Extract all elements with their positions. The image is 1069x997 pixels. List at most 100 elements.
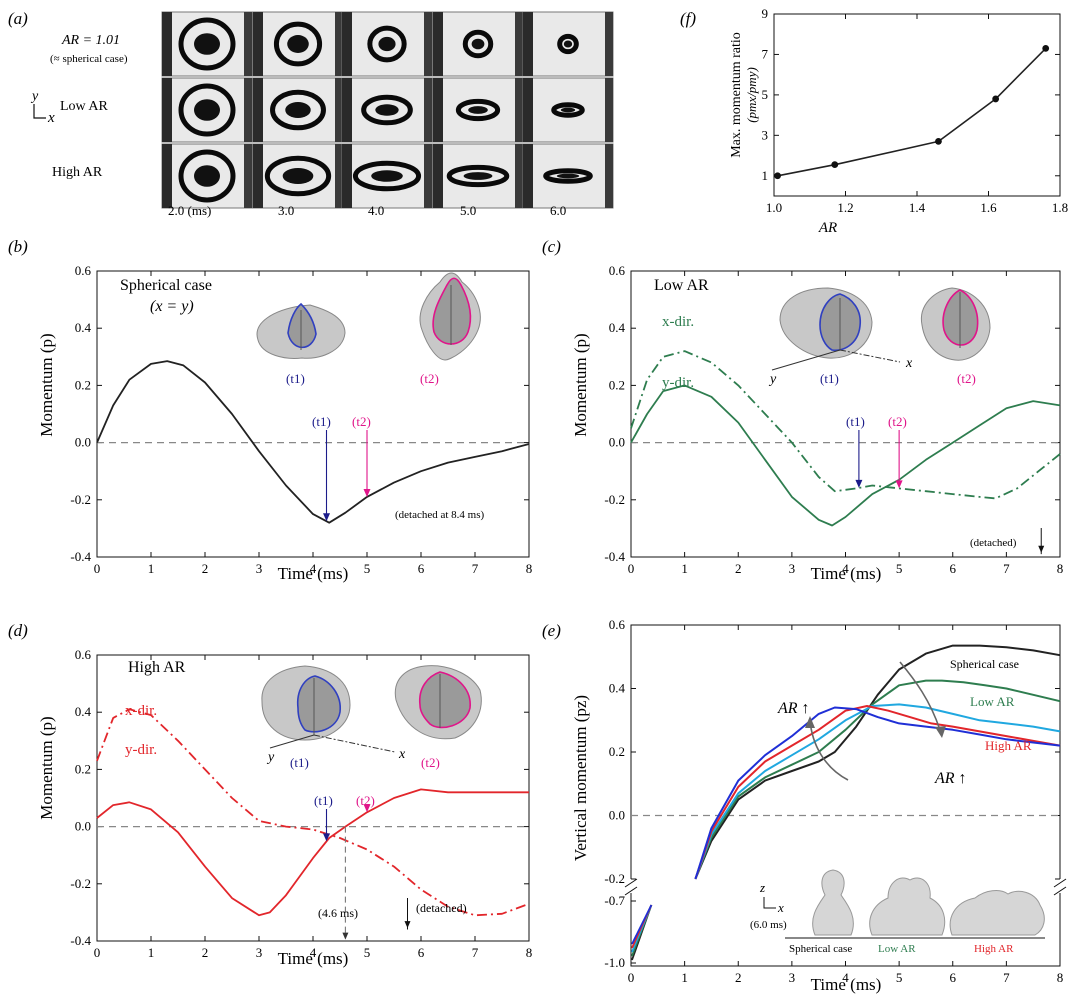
frame-right-shadow <box>335 12 343 76</box>
time-label-2: 3.0 <box>278 203 294 218</box>
time-marker-arrowhead <box>323 833 330 842</box>
panel-d-letter: (d) <box>8 621 28 640</box>
panel-d-xlabel: Time (ms) <box>278 949 349 968</box>
droplet-d-t1-icon <box>261 665 396 753</box>
y-tick-label: 0.0 <box>609 435 625 450</box>
x-tick-label: 5 <box>364 945 371 960</box>
x-tick-label: 1 <box>681 970 688 985</box>
y-tick-label: -0.2 <box>70 492 91 507</box>
time-marker-arrowhead <box>323 513 330 522</box>
droplet-c-t2-icon <box>920 287 991 361</box>
row2-label: Low AR <box>60 99 109 114</box>
series-line-y-dir- <box>630 384 1061 527</box>
frame-r2-c1 <box>161 77 253 143</box>
y-tick-label: -0.4 <box>604 549 625 564</box>
x-tick-label: 1 <box>681 561 688 576</box>
axis-break-mark <box>624 878 638 888</box>
droplet-core <box>563 40 573 48</box>
frame-right-shadow <box>424 78 432 142</box>
x-tick-label: 1 <box>148 945 155 960</box>
droplet-outline <box>543 168 593 184</box>
droplet-outline <box>178 149 236 203</box>
panel-d-t2-label: (t2) <box>421 755 440 770</box>
frame-right-shadow <box>515 78 523 142</box>
y-tick-label: 3 <box>762 127 769 142</box>
frame-right-shadow <box>244 12 252 76</box>
x-tick-label: 0 <box>628 970 635 985</box>
panel-b-note: (detached at 8.4 ms) <box>395 509 485 521</box>
frame-left-shadow <box>433 144 443 208</box>
frame-r3-c1 <box>161 143 253 209</box>
y-tick-label: 7 <box>762 46 769 61</box>
inset-time: (6.0 ms) <box>750 919 787 931</box>
x-tick-label: 1.0 <box>766 200 782 215</box>
y-tick-label: -0.7 <box>604 893 625 908</box>
panel-c-axis-x: x <box>905 356 913 371</box>
panel-b-title: Spherical case <box>120 277 212 294</box>
x-tick-label: 6 <box>950 561 957 576</box>
inset-axis-icon <box>763 897 776 909</box>
frame-right-shadow <box>515 144 523 208</box>
droplet-outline <box>178 17 236 71</box>
frame-right-shadow <box>424 12 432 76</box>
panel-e: (e) Vertical momentum (pz) Time (ms) -0.… <box>542 617 1067 994</box>
time-label-5: 6.0 <box>550 203 566 218</box>
detached-arrowhead <box>1038 545 1045 553</box>
y-tick-label: 0.2 <box>609 744 625 759</box>
y-tick-label: -0.4 <box>70 549 91 564</box>
panel-e-label-low: Low AR <box>970 694 1015 709</box>
droplet-core <box>468 106 488 114</box>
x-tick-label: 3 <box>256 561 263 576</box>
frame-r3-c5 <box>522 143 614 209</box>
x-tick-label: 1 <box>148 561 155 576</box>
frame-left-shadow <box>253 12 263 76</box>
series-line-black-0 <box>96 360 530 524</box>
time-marker-arrowhead <box>855 479 863 488</box>
series-line-blue-4 <box>694 706 1061 880</box>
droplet-core <box>463 172 493 180</box>
y-tick-label: 0.4 <box>609 681 626 696</box>
x-tick-label: 6 <box>418 945 425 960</box>
axis-break-mark <box>1053 878 1067 888</box>
frame-left-shadow <box>253 144 263 208</box>
droplet-outline <box>352 160 422 192</box>
panel-d-t1-top: (t1) <box>314 793 333 808</box>
panel-e-letter: (e) <box>542 621 561 640</box>
droplet-core <box>194 99 220 121</box>
y-tick-label: 0.2 <box>609 377 625 392</box>
droplet-core <box>471 38 485 50</box>
x-tick-label: 6 <box>418 561 425 576</box>
inset-droplets: z x (6.0 ms) Spherical case Low AR High … <box>750 869 1045 955</box>
y-tick-label: 0.4 <box>609 320 626 335</box>
y-tick-label: 0.2 <box>75 377 91 392</box>
inset-label-spherical: Spherical case <box>789 943 852 955</box>
frame-r1-c4 <box>432 11 524 77</box>
frame-right-shadow <box>244 144 252 208</box>
frame-right-shadow <box>515 12 523 76</box>
panel-d-axis-x: x <box>398 747 406 762</box>
panel-e-ar-up-left: AR ↑ <box>777 700 810 717</box>
frame-r1-c3 <box>341 11 433 77</box>
marker-4-6ms-arrowhead <box>342 932 349 940</box>
panel-b-ylabel: Momentum (p) <box>37 333 56 436</box>
droplet-core <box>556 173 580 179</box>
series-line-high-ar <box>694 705 1061 880</box>
panel-c-ylabel: Momentum (p) <box>571 333 590 436</box>
panel-b-subtitle: (x = y) <box>150 298 194 315</box>
x-tick-label: 3 <box>789 970 796 985</box>
x-tick-label: 8 <box>526 561 533 576</box>
panel-c: (c) Momentum (p) Time (ms) 0 1 2 3 4 5 6 7 8 -0.4… <box>542 237 1063 583</box>
panel-e-ylabel: Vertical momentum (pz) <box>571 695 590 861</box>
y-tick-label: -1.0 <box>604 955 625 970</box>
y-tick-label: 9 <box>762 6 769 21</box>
y-tick-label: 0.0 <box>609 808 625 823</box>
panel-d-xdir-label: x-dir. <box>125 703 157 719</box>
panel-c-ydir-label: y-dir. <box>662 375 694 391</box>
panel-d-ylabel: Momentum (p) <box>37 716 56 819</box>
panel-c-t1-label: (t1) <box>820 371 839 386</box>
panel-e-label-high: High AR <box>985 738 1032 753</box>
droplet-b-t1-icon <box>256 302 346 359</box>
frame-right-shadow <box>335 144 343 208</box>
panel-c-title: Low AR <box>654 277 709 294</box>
